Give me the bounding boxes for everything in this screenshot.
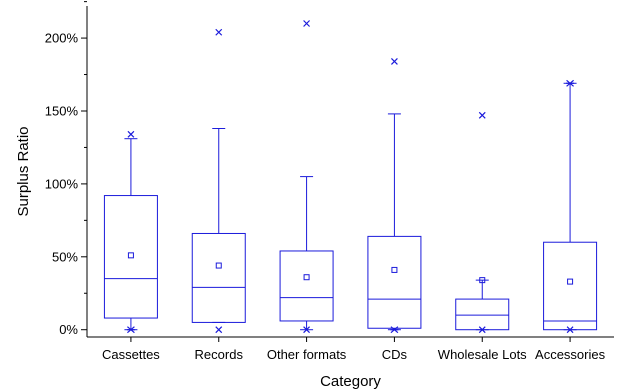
- outlier-stroke: [478, 326, 486, 334]
- x-tick-label: Records: [195, 347, 244, 362]
- outlier-marker: [478, 326, 486, 334]
- y-axis-ticks: 0% 50% 100% 150% 200%: [45, 1, 87, 337]
- outlier-star-marker: [566, 79, 575, 87]
- y-tick-label: 0%: [59, 322, 78, 337]
- outlier-marker: [390, 57, 398, 65]
- outlier-stroke: [127, 130, 135, 138]
- y-tick-label: 150%: [45, 103, 79, 118]
- iqr-box: [543, 241, 598, 331]
- plot-marks: [103, 20, 598, 334]
- x-tick-label: Other formats: [267, 347, 347, 362]
- mean-marker: [479, 277, 486, 284]
- outlier-stroke: [478, 111, 486, 119]
- outlier-marker: [478, 111, 486, 119]
- box-cassettes: [103, 130, 158, 334]
- iqr-box: [191, 232, 246, 323]
- outlier-stroke: [566, 326, 574, 334]
- box-records: [191, 28, 246, 334]
- outlier-marker: [215, 326, 223, 334]
- outlier-stroke: [390, 57, 398, 65]
- box-other-formats: [279, 20, 334, 334]
- y-tick-label: 100%: [45, 176, 79, 191]
- iqr-box: [455, 298, 510, 331]
- outlier-marker: [566, 326, 574, 334]
- mean-marker: [127, 252, 134, 259]
- axes: 0% 50% 100% 150% 200% Cassettes Records Other …: [45, 1, 614, 362]
- x-tick-label: Accessories: [535, 347, 606, 362]
- box-cds: [367, 57, 422, 334]
- mean-marker: [567, 278, 574, 285]
- y-axis-title: Surplus Ratio: [15, 126, 32, 216]
- mean-marker: [215, 262, 222, 269]
- outlier-stroke: [303, 20, 311, 27]
- iqr-box: [367, 235, 422, 329]
- x-axis-title: Category: [320, 373, 381, 390]
- outlier-star-marker: [390, 326, 399, 334]
- iqr-box: [279, 250, 334, 322]
- x-axis-ticks: Cassettes Records Other formats CDs Wholesal…: [102, 337, 606, 362]
- y-tick-label: 50%: [52, 249, 78, 264]
- x-tick-label: Wholesale Lots: [438, 347, 527, 362]
- outlier-stroke: [303, 326, 311, 334]
- outlier-star-marker: [126, 326, 135, 334]
- x-tick-label: Cassettes: [102, 347, 160, 362]
- outlier-marker: [303, 20, 311, 27]
- outlier-stroke: [215, 326, 223, 334]
- outlier-marker: [127, 130, 135, 138]
- outlier-marker: [215, 28, 223, 36]
- x-tick-label: CDs: [382, 347, 408, 362]
- y-tick-label: 200%: [45, 31, 79, 46]
- mean-marker: [303, 274, 310, 281]
- outlier-stroke: [215, 28, 223, 36]
- box-wholesale-lots: [455, 111, 510, 334]
- box-accessories: [543, 79, 598, 334]
- iqr-box: [103, 195, 158, 319]
- mean-marker: [391, 266, 398, 273]
- outlier-marker: [303, 326, 311, 334]
